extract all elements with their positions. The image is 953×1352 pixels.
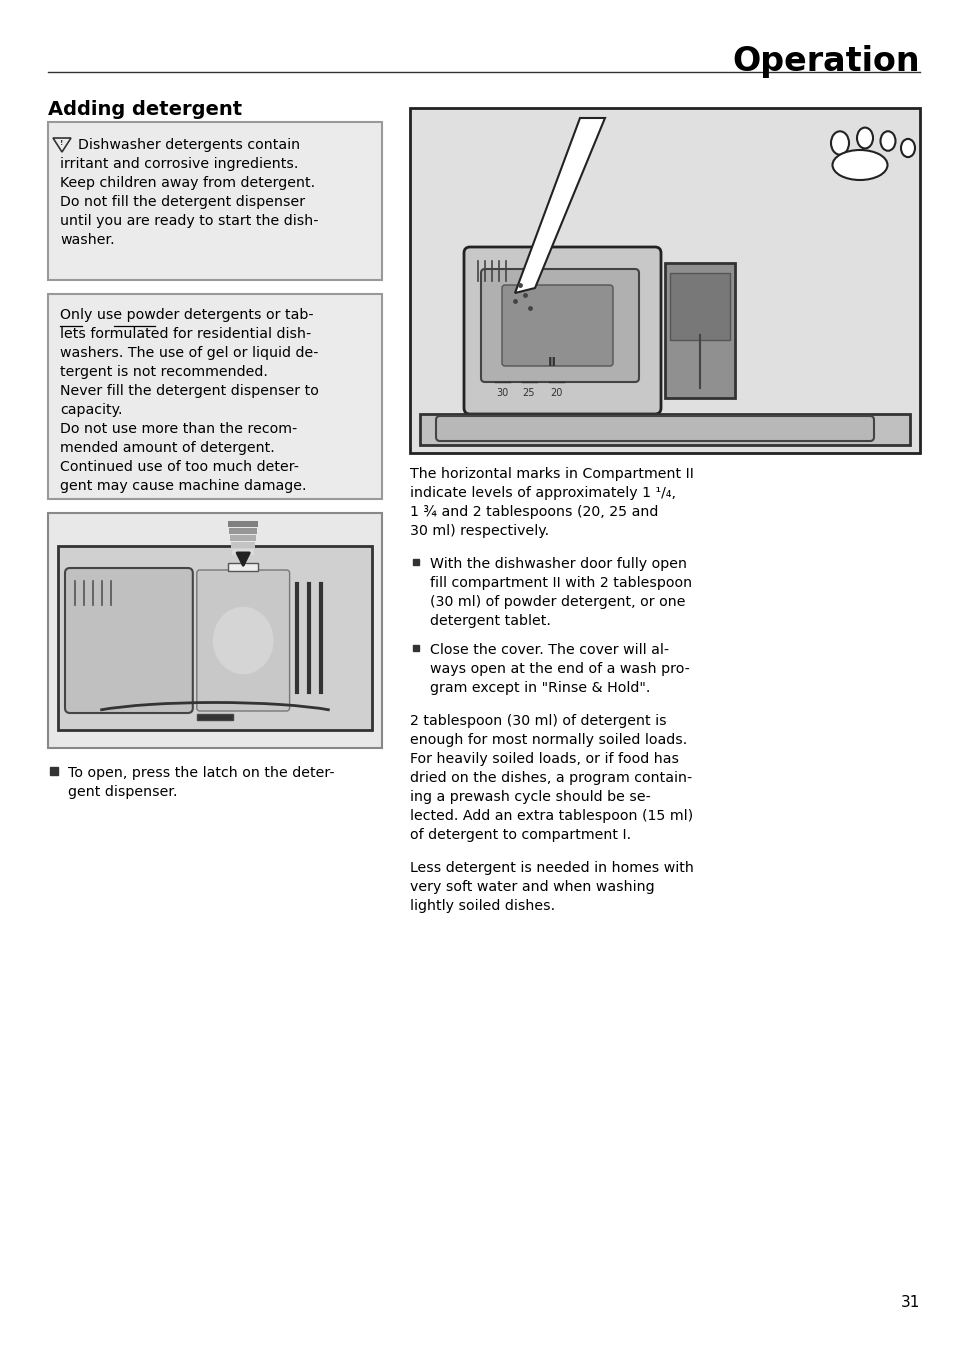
Text: Close the cover. The cover will al-: Close the cover. The cover will al- [430, 644, 668, 657]
FancyBboxPatch shape [229, 529, 257, 534]
Text: (30 ml) of powder detergent, or one: (30 ml) of powder detergent, or one [430, 595, 685, 608]
Text: 30 ml) respectively.: 30 ml) respectively. [410, 525, 549, 538]
Text: Operation: Operation [732, 45, 919, 78]
Text: of detergent to compartment I.: of detergent to compartment I. [410, 827, 631, 842]
Text: II: II [547, 357, 556, 369]
Text: 20: 20 [549, 388, 561, 397]
FancyBboxPatch shape [228, 521, 258, 527]
FancyBboxPatch shape [48, 122, 381, 280]
Text: detergent tablet.: detergent tablet. [430, 614, 550, 627]
Text: Less detergent is needed in homes with: Less detergent is needed in homes with [410, 861, 693, 875]
Text: irritant and corrosive ingredients.: irritant and corrosive ingredients. [60, 157, 298, 170]
Text: gent dispenser.: gent dispenser. [68, 786, 177, 799]
Text: tergent is not recommended.: tergent is not recommended. [60, 365, 268, 379]
Text: Continued use of too much deter-: Continued use of too much deter- [60, 460, 298, 475]
Text: 2 tablespoon (30 ml) of detergent is: 2 tablespoon (30 ml) of detergent is [410, 714, 666, 727]
Text: enough for most normally soiled loads.: enough for most normally soiled loads. [410, 733, 686, 748]
Ellipse shape [900, 139, 914, 157]
FancyBboxPatch shape [463, 247, 660, 414]
FancyBboxPatch shape [58, 546, 372, 730]
Text: lected. Add an extra tablespoon (15 ml): lected. Add an extra tablespoon (15 ml) [410, 808, 693, 823]
Ellipse shape [213, 607, 274, 675]
Text: The horizontal marks in Compartment II: The horizontal marks in Compartment II [410, 466, 693, 481]
Text: gram except in "Rinse & Hold".: gram except in "Rinse & Hold". [430, 681, 650, 695]
Text: until you are ready to start the dish-: until you are ready to start the dish- [60, 214, 318, 228]
FancyBboxPatch shape [480, 269, 639, 383]
FancyBboxPatch shape [410, 108, 919, 453]
Ellipse shape [830, 131, 848, 154]
Text: 31: 31 [900, 1295, 919, 1310]
Text: Do not fill the detergent dispenser: Do not fill the detergent dispenser [60, 195, 305, 210]
Text: mended amount of detergent.: mended amount of detergent. [60, 441, 274, 456]
FancyBboxPatch shape [230, 535, 256, 541]
Text: 30: 30 [496, 388, 508, 397]
Text: dried on the dishes, a program contain-: dried on the dishes, a program contain- [410, 771, 692, 786]
Text: very soft water and when washing: very soft water and when washing [410, 880, 654, 894]
FancyBboxPatch shape [48, 512, 381, 748]
Text: indicate levels of approximately 1 ¹/₄,: indicate levels of approximately 1 ¹/₄, [410, 485, 676, 500]
Polygon shape [515, 118, 604, 293]
Text: ing a prewash cycle should be se-: ing a prewash cycle should be se- [410, 790, 650, 804]
Text: gent may cause machine damage.: gent may cause machine damage. [60, 479, 306, 493]
FancyBboxPatch shape [196, 571, 290, 711]
Text: Never fill the detergent dispenser to: Never fill the detergent dispenser to [60, 384, 318, 397]
Text: lets formulated for residential dish-: lets formulated for residential dish- [60, 327, 311, 341]
FancyBboxPatch shape [232, 549, 253, 556]
FancyBboxPatch shape [669, 273, 729, 339]
FancyBboxPatch shape [436, 416, 873, 441]
Text: ways open at the end of a wash pro-: ways open at the end of a wash pro- [430, 662, 689, 676]
Text: fill compartment II with 2 tablespoon: fill compartment II with 2 tablespoon [430, 576, 691, 589]
Text: capacity.: capacity. [60, 403, 122, 416]
Text: For heavily soiled loads, or if food has: For heavily soiled loads, or if food has [410, 752, 679, 767]
Text: washer.: washer. [60, 233, 114, 247]
FancyBboxPatch shape [501, 285, 613, 366]
Text: Adding detergent: Adding detergent [48, 100, 242, 119]
Text: Only use powder detergents or tab-: Only use powder detergents or tab- [60, 308, 314, 322]
Text: Do not use more than the recom-: Do not use more than the recom- [60, 422, 297, 435]
Text: With the dishwasher door fully open: With the dishwasher door fully open [430, 557, 686, 571]
FancyBboxPatch shape [231, 542, 255, 548]
Text: !: ! [60, 141, 64, 146]
FancyBboxPatch shape [228, 562, 258, 571]
Text: Dishwasher detergents contain: Dishwasher detergents contain [78, 138, 300, 151]
Ellipse shape [856, 127, 872, 149]
Text: Keep children away from detergent.: Keep children away from detergent. [60, 176, 314, 191]
Ellipse shape [880, 131, 895, 151]
Text: washers. The use of gel or liquid de-: washers. The use of gel or liquid de- [60, 346, 318, 360]
FancyBboxPatch shape [664, 264, 734, 397]
FancyBboxPatch shape [48, 293, 381, 499]
Text: lightly soiled dishes.: lightly soiled dishes. [410, 899, 555, 913]
Text: 1 ¾ and 2 tablespoons (20, 25 and: 1 ¾ and 2 tablespoons (20, 25 and [410, 506, 658, 519]
FancyBboxPatch shape [196, 714, 233, 721]
FancyBboxPatch shape [419, 414, 909, 445]
Text: To open, press the latch on the deter-: To open, press the latch on the deter- [68, 767, 335, 780]
FancyBboxPatch shape [65, 568, 193, 713]
Ellipse shape [832, 150, 886, 180]
Text: 25: 25 [522, 388, 535, 397]
